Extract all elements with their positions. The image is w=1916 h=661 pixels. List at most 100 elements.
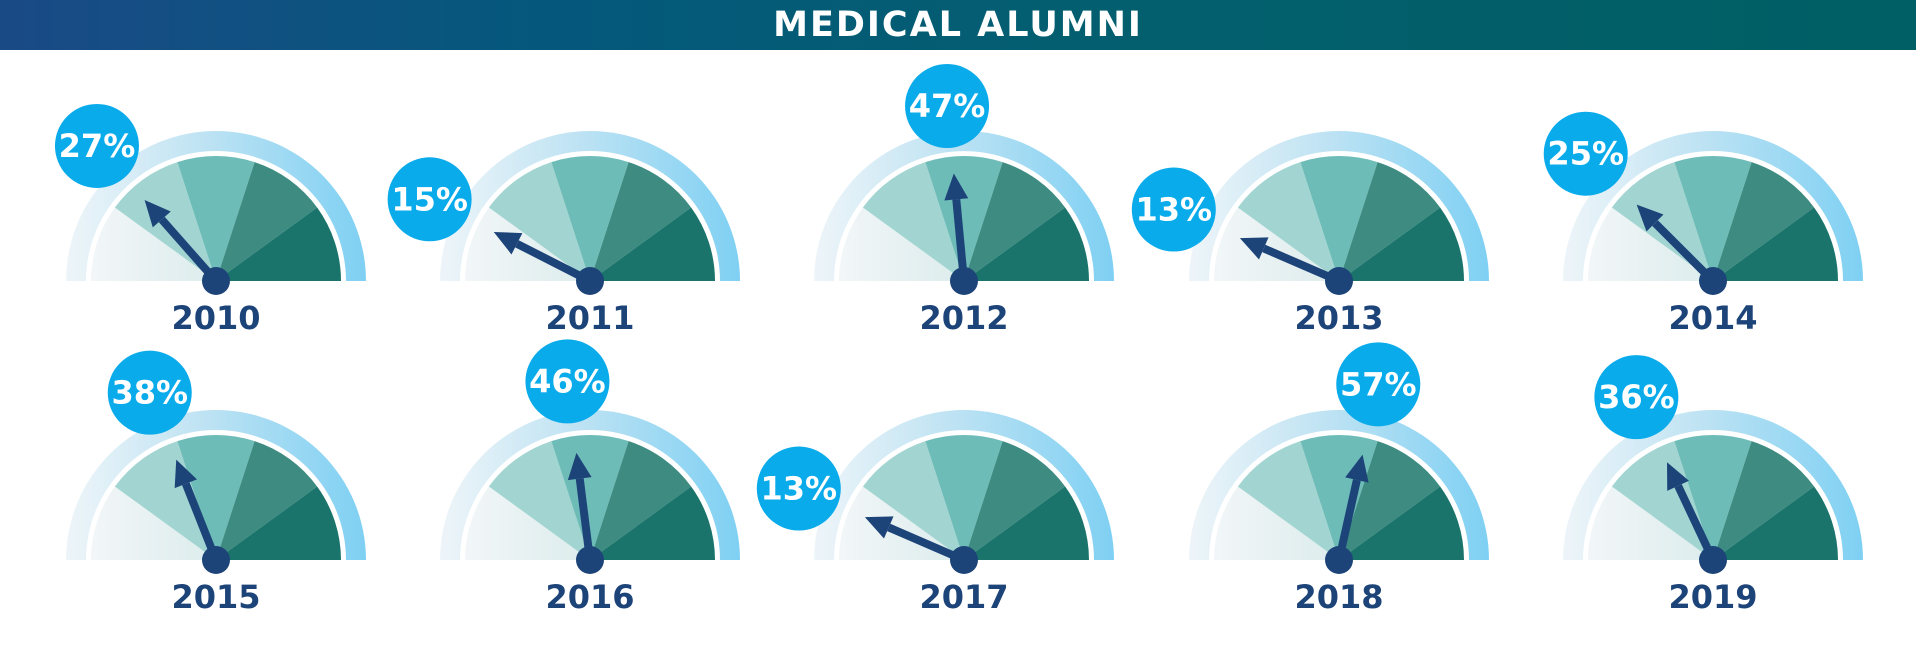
gauge-pivot-icon [202, 546, 230, 574]
gauge-2014: 2014 25% [1543, 111, 1863, 337]
gauge-pivot-icon [202, 267, 230, 295]
gauge-segment-4 [216, 162, 318, 281]
gauge-value-bubble [1336, 342, 1421, 427]
gauge-2016: 2016 46% [440, 339, 740, 616]
gauge-segment-3 [551, 156, 629, 281]
gauge-value-label: 57% [1340, 365, 1417, 403]
gauge-value-bubble [525, 339, 610, 424]
gauge-segment-1 [1588, 207, 1713, 281]
gauge-segment-5 [590, 207, 715, 281]
gauge-needle-head-icon [493, 231, 523, 255]
gauge-2013: 2013 13% [1131, 131, 1489, 337]
gauge-segment-2 [862, 441, 964, 560]
gauge-segment-2 [1237, 162, 1339, 281]
gauge-segment-4 [590, 162, 692, 281]
gauge-segment-3 [177, 435, 255, 560]
gauge-segment-4 [590, 441, 692, 560]
gauge-year-label: 2017 [919, 578, 1008, 616]
gauge-segment-5 [1713, 207, 1838, 281]
gauge-value-label: 36% [1598, 378, 1675, 416]
gauge-segment-2 [488, 441, 590, 560]
gauge-segment-3 [925, 156, 1003, 281]
gauge-value-label: 25% [1547, 135, 1624, 173]
page-title: MEDICAL ALUMNI [773, 5, 1143, 45]
gauge-segment-1 [1214, 486, 1339, 560]
gauge-needle-head-icon [567, 452, 592, 481]
gauge-segment-2 [862, 162, 964, 281]
gauge-segment-4 [1339, 441, 1441, 560]
gauge-value-label: 46% [529, 362, 606, 400]
gauge-pivot-icon [1325, 546, 1353, 574]
gauge-year-label: 2011 [545, 299, 634, 337]
header-banner: MEDICAL ALUMNI [0, 0, 1916, 50]
gauge-segment-5 [1339, 486, 1464, 560]
gauge-year-label: 2010 [171, 299, 260, 337]
gauge-segment-5 [964, 207, 1089, 281]
gauge-value-bubble [1543, 111, 1628, 196]
gauge-segment-2 [488, 162, 590, 281]
gauge-segment-2 [1611, 441, 1713, 560]
gauge-year-label: 2015 [171, 578, 260, 616]
gauge-segment-2 [114, 441, 216, 560]
gauge-needle-head-icon [1636, 204, 1664, 232]
gauge-needle-head-icon [1239, 237, 1269, 260]
gauge-value-label: 15% [391, 180, 468, 218]
gauge-2019: 2019 36% [1563, 355, 1863, 616]
gauge-segment-3 [925, 435, 1003, 560]
gauge-value-bubble [387, 157, 472, 242]
gauge-segment-3 [1674, 156, 1752, 281]
gauge-segment-5 [1713, 486, 1838, 560]
gauge-segment-1 [465, 486, 590, 560]
gauge-value-label: 27% [59, 127, 136, 165]
gauge-segment-2 [1237, 441, 1339, 560]
gauge-year-label: 2012 [919, 299, 1008, 337]
gauge-segment-3 [177, 156, 255, 281]
gauge-value-bubble [1594, 355, 1679, 440]
gauge-year-label: 2014 [1668, 299, 1757, 337]
gauge-segment-1 [839, 207, 964, 281]
gauge-year-label: 2018 [1294, 578, 1383, 616]
gauge-pivot-icon [950, 546, 978, 574]
gauge-value-bubble [107, 350, 192, 435]
gauge-needle-head-icon [864, 516, 894, 539]
gauge-segment-5 [964, 486, 1089, 560]
gauge-needle-head-icon [1345, 454, 1369, 483]
gauge-pivot-icon [1699, 267, 1727, 295]
gauge-year-label: 2013 [1294, 299, 1383, 337]
gauge-segment-5 [216, 486, 341, 560]
gauge-2011: 2011 15% [387, 131, 740, 337]
gauge-value-label: 13% [761, 470, 838, 508]
gauge-value-bubble [1131, 167, 1216, 252]
gauge-segment-1 [1588, 486, 1713, 560]
gauge-segment-1 [91, 207, 216, 281]
gauge-year-label: 2019 [1668, 578, 1757, 616]
gauge-pivot-icon [1699, 546, 1727, 574]
gauge-segment-3 [1300, 156, 1378, 281]
gauge-segment-1 [91, 486, 216, 560]
gauge-2015: 2015 38% [66, 350, 366, 616]
gauge-pivot-icon [1325, 267, 1353, 295]
gauge-segment-4 [964, 441, 1066, 560]
gauge-segment-4 [1713, 162, 1815, 281]
gauge-needle-head-icon [174, 459, 197, 489]
gauge-segment-5 [216, 207, 341, 281]
gauge-segment-3 [1674, 435, 1752, 560]
gauge-value-label: 13% [1136, 191, 1213, 229]
gauge-segment-4 [1713, 441, 1815, 560]
gauge-pivot-icon [576, 546, 604, 574]
gauge-segment-1 [1214, 207, 1339, 281]
gauge-pivot-icon [576, 267, 604, 295]
gauge-value-bubble [756, 446, 841, 531]
gauge-needle-head-icon [144, 199, 171, 228]
gauge-value-label: 47% [909, 87, 986, 125]
gauge-value-bubble [54, 103, 139, 188]
gauge-pivot-icon [950, 267, 978, 295]
gauge-2017: 2017 13% [756, 410, 1114, 616]
gauge-segment-4 [1339, 162, 1441, 281]
gauge-2018: 2018 57% [1189, 342, 1489, 616]
gauge-segment-3 [551, 435, 629, 560]
gauge-segment-5 [1339, 207, 1464, 281]
gauge-year-label: 2016 [545, 578, 634, 616]
gauge-value-bubble [905, 64, 990, 148]
